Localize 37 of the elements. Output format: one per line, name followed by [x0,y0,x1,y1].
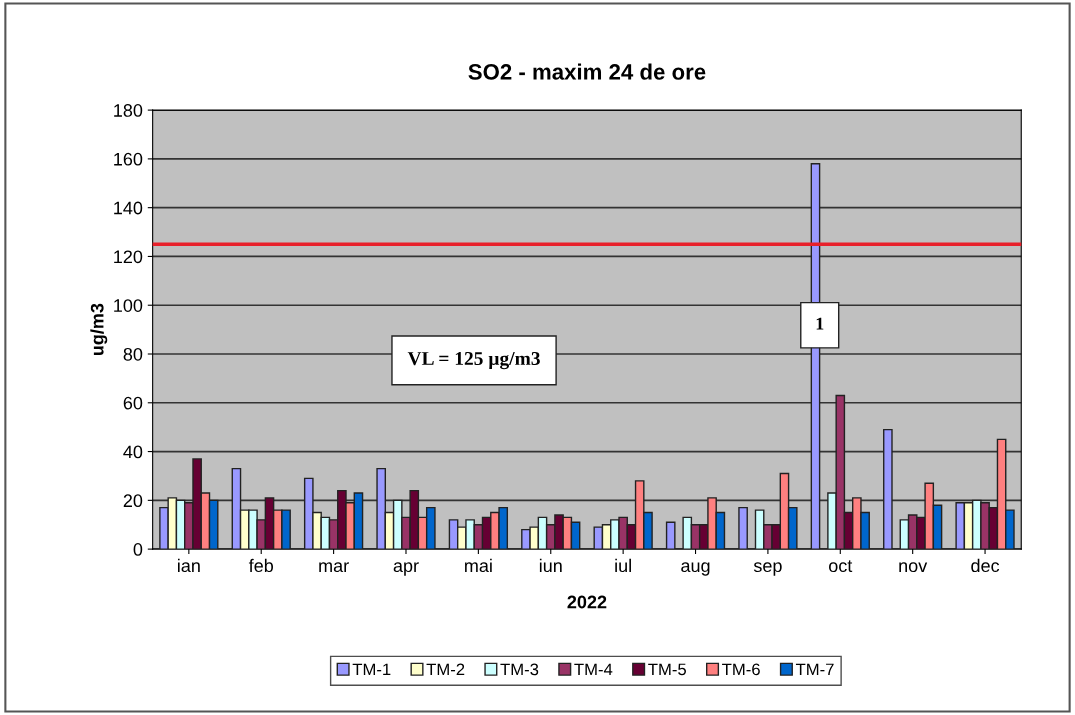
legend-label: TM-7 [795,663,834,676]
legend-label: TM-2 [426,663,465,676]
x-tick-label: oct [829,560,853,573]
annotation: 1 [816,317,824,330]
x-tick-label: mai [465,558,492,573]
y-tick-label: 120 [114,250,143,264]
legend-label: TM-3 [500,663,539,676]
legend-label: TM-4 [574,663,613,676]
y-tick-label: 180 [114,104,143,117]
legend-label: TM-6 [722,663,760,676]
x-tick-label: iun [539,558,562,573]
y-tick-label: 160 [114,152,143,166]
y-axis-title: ug/m3 [90,303,108,356]
y-tick-label: 0 [133,543,143,556]
chart-title: SO2 - maxim 24 de ore [468,63,706,80]
y-tick-label: 60 [123,396,143,410]
y-tick-label: 40 [123,445,143,459]
y-tick-label: 80 [123,347,143,361]
legend-label: TM-1 [352,663,391,676]
x-tick-label: sep [753,562,782,576]
bar [883,428,893,550]
x-tick-label: ian [178,558,200,573]
x-tick-label: feb [248,558,274,573]
annotation: VL = 125 µg/m3 [407,351,540,370]
bar [665,521,676,550]
y-tick-label: 20 [123,494,143,508]
x-tick-label: nov [899,562,928,573]
bar [738,506,748,550]
y-tick-label: 140 [114,201,143,215]
x-tick-label: iul [615,558,631,573]
x-tick-label: mar [319,562,349,573]
legend-label: TM-5 [648,663,686,676]
x-tick-label: dec [971,558,1000,573]
x-tick-label: apr [393,562,419,576]
x-tick-label: aug [681,562,710,576]
y-tick-label: 100 [114,299,143,312]
x-axis-title: 2022 [567,595,607,609]
